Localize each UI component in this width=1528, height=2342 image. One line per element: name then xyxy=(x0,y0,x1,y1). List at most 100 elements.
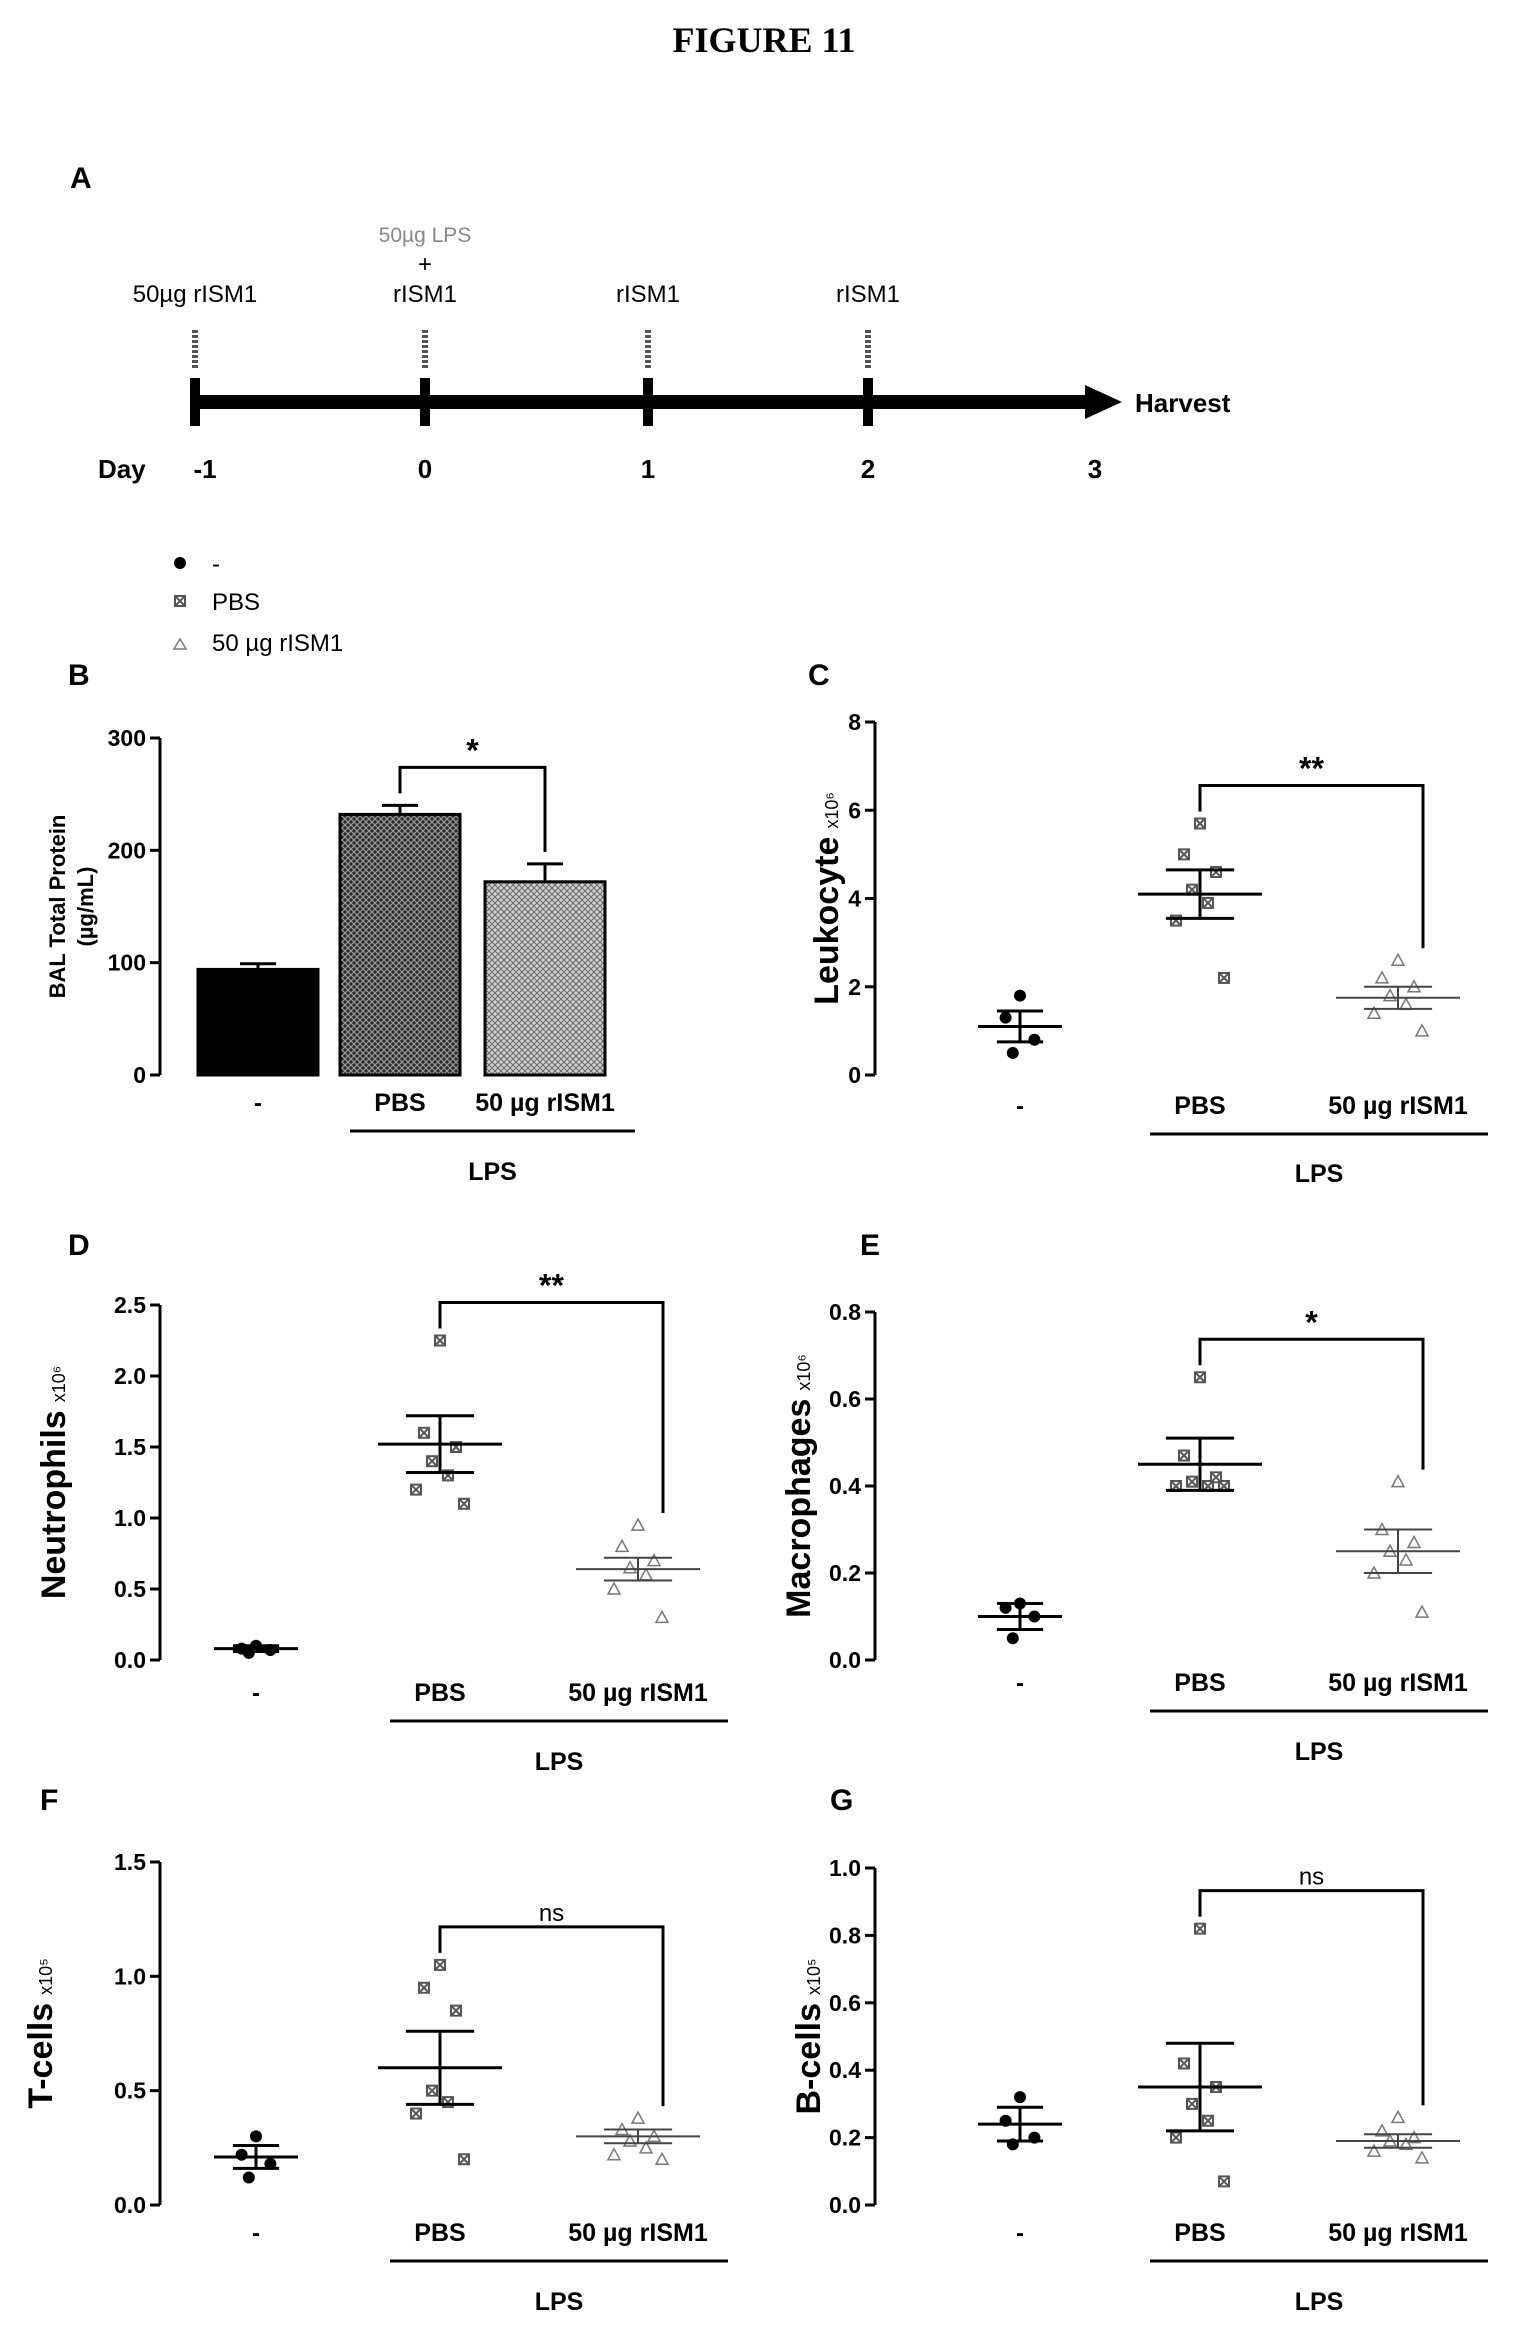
timeline-day-2: 1 xyxy=(641,454,655,484)
timeline-tick-2 xyxy=(643,378,653,426)
timeline-day-4: 3 xyxy=(1088,454,1102,484)
y-tick-label-0: 0 xyxy=(848,1062,861,1088)
data-point-g0-1 xyxy=(999,1011,1012,1024)
data-point-g1-3 xyxy=(1186,2097,1198,2110)
y-tick-label-1: 0.2 xyxy=(829,1560,861,1586)
y-tick-label-3: 1.5 xyxy=(114,1434,146,1460)
data-point-g0-3 xyxy=(1006,1632,1019,1645)
data-point-g2-2 xyxy=(646,1553,662,1567)
y-tick-label-5: 2.5 xyxy=(114,1292,146,1318)
data-point-g2-6 xyxy=(1414,1604,1430,1618)
data-point-g0-3 xyxy=(1006,1046,1019,1059)
timeline-day-3: 2 xyxy=(861,454,875,484)
panel-label-g: G xyxy=(830,1784,853,1817)
bar-0 xyxy=(196,967,320,1077)
significance-bracket xyxy=(438,1925,665,2107)
bar-2 xyxy=(483,880,607,1077)
data-point-g2-0 xyxy=(630,1517,646,1531)
timeline-panel: A -1 50µg rISM1 0 50µg LPS + rISM1 1 rISM1 2 rISM… xyxy=(70,162,1231,484)
figure-title: FIGURE 11 xyxy=(672,20,855,60)
data-point-g2-5 xyxy=(1366,2143,1382,2157)
timeline-day-label: Day xyxy=(98,454,146,484)
panel-label-f: F xyxy=(40,1784,58,1817)
x-category-label-1: PBS xyxy=(1174,2219,1225,2247)
data-point-g1-0 xyxy=(434,1334,446,1347)
x-category-label-1: PBS xyxy=(1174,1092,1225,1120)
x-category-label-2: 50 µg rISM1 xyxy=(1328,1092,1468,1120)
y-tick-label-3: 6 xyxy=(848,797,861,823)
data-point-g1-1 xyxy=(1178,2057,1190,2070)
x-category-label-0: - xyxy=(1016,1670,1024,1697)
significance-label: ** xyxy=(539,1268,564,1304)
data-point-g1-6 xyxy=(458,1497,470,1510)
panel-b: B 0 100 200 300 BAL Total Protein (µg/mL) - PBS 5… xyxy=(45,659,635,1186)
data-point-g2-2 xyxy=(1406,1534,1422,1549)
group-label: LPS xyxy=(535,2288,584,2316)
y-tick-label-2: 200 xyxy=(108,837,146,863)
x-category-label-1: PBS xyxy=(374,1089,425,1117)
x-category-label-1: PBS xyxy=(414,1679,465,1707)
x-category-label-0: - xyxy=(1016,1093,1024,1120)
y-tick-label-1: 0.2 xyxy=(829,2125,861,2151)
data-point-g0-0 xyxy=(250,2130,262,2143)
data-point-g1-4 xyxy=(1202,896,1214,909)
data-point-g1-6 xyxy=(458,2153,470,2166)
data-point-g1-3 xyxy=(426,1455,438,1468)
data-point-g2-4 xyxy=(1398,1552,1414,1566)
significance-bracket xyxy=(1198,783,1425,949)
y-tick-label-2: 0.4 xyxy=(829,2057,861,2083)
data-point-g2-6 xyxy=(654,1609,670,1624)
y-tick-label-0: 0.0 xyxy=(829,2192,861,2218)
data-point-g1-6 xyxy=(1218,971,1230,984)
data-point-g1-5 xyxy=(410,1483,422,1496)
timeline-end-label: Harvest xyxy=(1135,388,1231,418)
data-point-g2-4 xyxy=(1398,996,1414,1011)
timeline-event-3-line-0: rISM1 xyxy=(836,281,900,308)
data-point-g2-1 xyxy=(1374,2123,1390,2137)
panel-g: G 0.0 0.2 0.4 0.6 0.8 1.0 B-cellsx10⁵ - PBS 50 µg … xyxy=(790,1784,1488,2316)
y-tick-label-3: 0.6 xyxy=(829,1990,861,2016)
data-point-g1-6 xyxy=(1218,2175,1230,2188)
y-axis-unit: (µg/mL) xyxy=(73,867,98,947)
y-tick-label-5: 1.0 xyxy=(829,1855,861,1881)
panel-label-a: A xyxy=(70,162,92,195)
data-point-g2-4 xyxy=(638,2140,654,2154)
panel-f: F 0.0 0.5 1.0 1.5 T-cellsx10⁵ - PBS 50 µg rISM1 L… xyxy=(22,1784,728,2316)
group-label: LPS xyxy=(1295,1738,1344,1766)
y-tick-label-3: 0.6 xyxy=(829,1386,861,1412)
data-point-g2-1 xyxy=(1374,970,1390,984)
data-point-g1-1 xyxy=(1178,848,1190,861)
data-point-g2-0 xyxy=(1390,952,1406,967)
y-axis-title: Leukocytex10⁶ xyxy=(808,792,846,1005)
data-point-g2-3 xyxy=(622,1560,638,1574)
significance-bracket xyxy=(438,1301,665,1514)
legend-marker-filled-circle xyxy=(174,557,186,569)
legend-marker-crossed-square xyxy=(174,595,186,607)
y-tick-label-4: 0.8 xyxy=(829,1299,861,1325)
bar-1 xyxy=(338,812,462,1077)
data-point-g1-2 xyxy=(450,2004,462,2017)
y-tick-label-1: 2 xyxy=(848,974,861,1000)
y-tick-label-2: 4 xyxy=(848,886,861,912)
y-tick-label-2: 1.0 xyxy=(114,1505,146,1531)
significance-label: ns xyxy=(539,1900,564,1927)
data-point-g2-6 xyxy=(1414,1023,1430,1037)
panel-e: E 0.0 0.2 0.4 0.6 0.8 Macrophagesx10⁶ - PBS 50 µg… xyxy=(780,1229,1488,1766)
data-point-g2-6 xyxy=(654,2151,670,2166)
y-tick-label-0: 0.0 xyxy=(829,1647,861,1673)
legend: - PBS 50 µg rISM1 xyxy=(172,551,343,657)
y-tick-label-4: 0.8 xyxy=(829,1922,861,1948)
x-category-label-0: - xyxy=(1016,2220,1024,2247)
x-category-label-1: PBS xyxy=(1174,1669,1225,1697)
panel-label-b: B xyxy=(68,659,90,692)
legend-marker-open-triangle xyxy=(172,637,188,650)
significance-bracket xyxy=(1198,1337,1425,1470)
panel-c: C 0 2 4 6 8 Leukocytex10⁶ - PBS 50 µg rISM1 LPS ** xyxy=(808,659,1488,1188)
significance-label: ** xyxy=(1299,750,1324,786)
y-tick-label-1: 0.5 xyxy=(114,1576,146,1602)
data-point-g1-1 xyxy=(418,1981,430,1994)
y-tick-label-4: 8 xyxy=(848,709,861,735)
data-point-g1-0 xyxy=(1194,817,1206,830)
y-tick-label-1: 100 xyxy=(108,950,146,976)
